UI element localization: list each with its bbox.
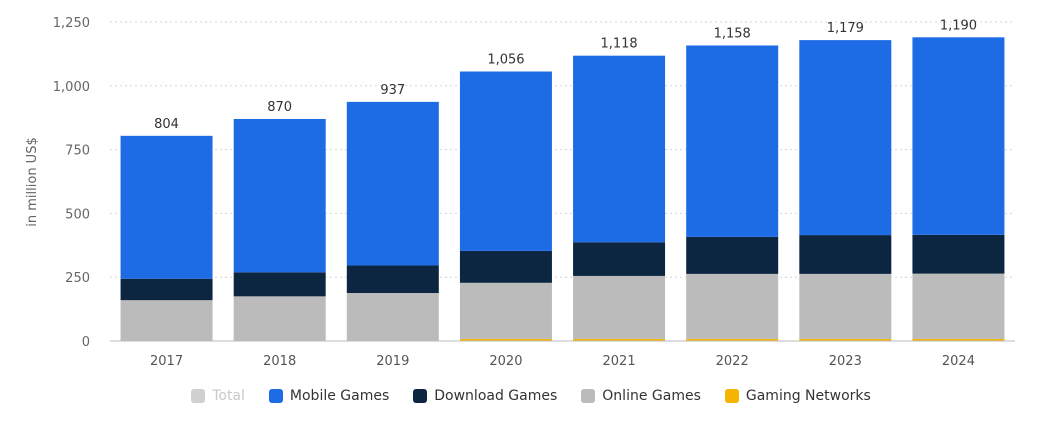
y-axis-label: in million US$ bbox=[25, 137, 40, 226]
legend-swatch bbox=[724, 389, 739, 403]
legend: Total Mobile Games Download Games Online Ga… bbox=[0, 388, 1062, 404]
legend-label: Total bbox=[212, 388, 245, 404]
legend-item-total[interactable]: Total bbox=[191, 388, 245, 404]
y-tick-label: 1,000 bbox=[53, 80, 90, 95]
bar-segment-online-games[interactable] bbox=[459, 282, 552, 339]
total-labels: 804 870 937 1,056 1,118 1,158 1,179 1,190 bbox=[154, 18, 977, 132]
bar-segment-mobile-games[interactable] bbox=[799, 40, 892, 236]
bar-segment-online-games[interactable] bbox=[912, 273, 1005, 339]
y-tick-label: 750 bbox=[65, 144, 90, 159]
legend-label: Online Games bbox=[602, 388, 701, 404]
legend-swatch bbox=[268, 389, 283, 403]
total-data-label: 937 bbox=[380, 83, 405, 98]
total-data-label: 804 bbox=[154, 117, 179, 132]
x-tick-label: 2020 bbox=[489, 354, 522, 369]
x-tick-label: 2018 bbox=[263, 354, 296, 369]
legend-item-gaming-networks[interactable]: Gaming Networks bbox=[724, 388, 871, 404]
y-tick-label: 1,250 bbox=[53, 16, 90, 31]
x-axis-tick-labels: 2017 2018 2019 2020 2021 2022 2023 2024 bbox=[150, 354, 975, 369]
legend-label: Gaming Networks bbox=[745, 388, 871, 404]
total-data-label: 1,158 bbox=[714, 26, 751, 41]
legend-item-download-games[interactable]: Download Games bbox=[413, 388, 557, 404]
bar-segment-download-games[interactable] bbox=[346, 265, 439, 294]
bar-segment-online-games[interactable] bbox=[799, 273, 892, 339]
bar-segment-mobile-games[interactable] bbox=[233, 118, 326, 273]
bar-segment-gaming-networks[interactable] bbox=[573, 338, 666, 341]
bar-segment-mobile-games[interactable] bbox=[346, 101, 439, 266]
bar-segment-download-games[interactable] bbox=[799, 235, 892, 274]
bar-segment-gaming-networks[interactable] bbox=[459, 338, 552, 341]
bar-segment-online-games[interactable] bbox=[573, 275, 666, 339]
bar-segment-download-games[interactable] bbox=[459, 250, 552, 283]
bar-segment-gaming-networks[interactable] bbox=[686, 338, 779, 341]
y-tick-label: 500 bbox=[65, 207, 90, 222]
bar-segment-gaming-networks[interactable] bbox=[799, 338, 892, 341]
total-data-label: 870 bbox=[267, 100, 292, 115]
bar-segment-mobile-games[interactable] bbox=[120, 135, 213, 279]
bar-segment-mobile-games[interactable] bbox=[686, 45, 779, 237]
bar-segment-online-games[interactable] bbox=[346, 293, 439, 341]
bar-segment-online-games[interactable] bbox=[233, 296, 326, 341]
total-data-label: 1,190 bbox=[940, 18, 977, 33]
bar-segment-online-games[interactable] bbox=[120, 300, 213, 341]
total-data-label: 1,056 bbox=[487, 53, 524, 68]
bar-segment-download-games[interactable] bbox=[120, 278, 213, 301]
y-axis-tick-labels: 0 250 500 750 1,000 1,250 bbox=[53, 16, 90, 350]
legend-swatch bbox=[413, 389, 428, 403]
bar-segment-download-games[interactable] bbox=[573, 242, 666, 276]
bar-segment-download-games[interactable] bbox=[233, 272, 326, 297]
y-tick-label: 0 bbox=[82, 335, 90, 350]
x-tick-label: 2024 bbox=[942, 354, 975, 369]
legend-swatch bbox=[191, 389, 206, 403]
bar-segment-mobile-games[interactable] bbox=[459, 71, 552, 251]
x-tick-label: 2021 bbox=[603, 354, 636, 369]
bar-segment-online-games[interactable] bbox=[686, 273, 779, 339]
legend-item-mobile-games[interactable]: Mobile Games bbox=[268, 388, 390, 404]
y-tick-label: 250 bbox=[65, 271, 90, 286]
legend-label: Download Games bbox=[434, 388, 558, 404]
bar-segment-mobile-games[interactable] bbox=[573, 55, 666, 243]
legend-label: Mobile Games bbox=[289, 388, 390, 404]
total-data-label: 1,179 bbox=[827, 21, 864, 36]
bar-segment-gaming-networks[interactable] bbox=[912, 338, 1005, 341]
x-tick-label: 2023 bbox=[829, 354, 862, 369]
bar-segment-mobile-games[interactable] bbox=[912, 37, 1005, 235]
bar-segment-download-games[interactable] bbox=[686, 236, 779, 274]
total-data-label: 1,118 bbox=[600, 37, 637, 52]
x-tick-label: 2019 bbox=[376, 354, 409, 369]
legend-swatch bbox=[581, 389, 596, 403]
bar-segment-download-games[interactable] bbox=[912, 234, 1005, 274]
x-tick-label: 2022 bbox=[716, 354, 749, 369]
x-tick-label: 2017 bbox=[150, 354, 183, 369]
legend-item-online-games[interactable]: Online Games bbox=[581, 388, 701, 404]
bars bbox=[120, 37, 1005, 341]
